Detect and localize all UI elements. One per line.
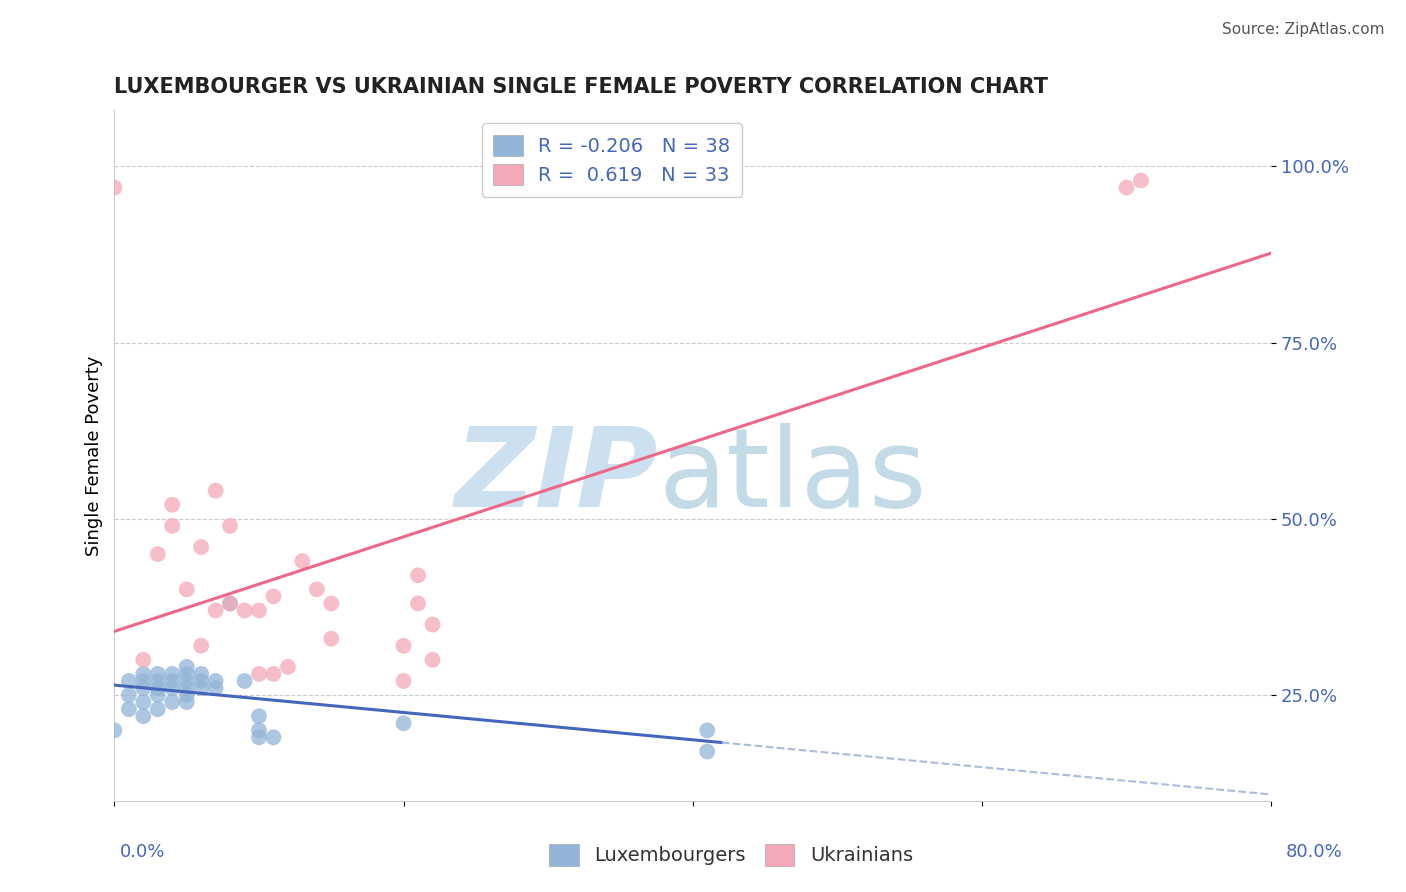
Point bbox=[247, 709, 270, 723]
Point bbox=[190, 639, 212, 653]
Point bbox=[392, 716, 415, 731]
Point bbox=[162, 498, 184, 512]
Point bbox=[132, 653, 155, 667]
Point bbox=[247, 723, 270, 738]
Text: LUXEMBOURGER VS UKRAINIAN SINGLE FEMALE POVERTY CORRELATION CHART: LUXEMBOURGER VS UKRAINIAN SINGLE FEMALE … bbox=[114, 78, 1049, 97]
Point bbox=[162, 695, 184, 709]
Point bbox=[190, 673, 212, 688]
Text: atlas: atlas bbox=[658, 423, 927, 530]
Point bbox=[291, 554, 314, 568]
Point bbox=[204, 673, 226, 688]
Point bbox=[233, 673, 256, 688]
Point bbox=[176, 660, 198, 674]
Point bbox=[162, 673, 184, 688]
Point bbox=[406, 597, 429, 611]
Point bbox=[146, 673, 169, 688]
Point bbox=[262, 590, 284, 604]
Point bbox=[204, 483, 226, 498]
Point bbox=[247, 667, 270, 681]
Point bbox=[176, 695, 198, 709]
Point bbox=[176, 582, 198, 597]
Point bbox=[132, 673, 155, 688]
Point bbox=[176, 688, 198, 702]
Point bbox=[162, 519, 184, 533]
Point bbox=[132, 681, 155, 695]
Point bbox=[219, 597, 242, 611]
Point bbox=[696, 744, 718, 758]
Legend: Luxembourgers, Ukrainians: Luxembourgers, Ukrainians bbox=[541, 837, 921, 873]
Point bbox=[146, 547, 169, 561]
Point bbox=[406, 568, 429, 582]
Text: ZIP: ZIP bbox=[454, 423, 658, 530]
Point bbox=[176, 667, 198, 681]
Y-axis label: Single Female Poverty: Single Female Poverty bbox=[86, 355, 103, 556]
Point bbox=[277, 660, 299, 674]
Point bbox=[162, 667, 184, 681]
Point bbox=[1115, 180, 1137, 194]
Point bbox=[262, 731, 284, 745]
Text: 0.0%: 0.0% bbox=[120, 843, 165, 861]
Point bbox=[321, 632, 343, 646]
Point bbox=[190, 681, 212, 695]
Point bbox=[103, 723, 125, 738]
Point bbox=[696, 723, 718, 738]
Point bbox=[146, 702, 169, 716]
Point bbox=[176, 681, 198, 695]
Point bbox=[118, 673, 141, 688]
Point bbox=[305, 582, 328, 597]
Point bbox=[392, 639, 415, 653]
Point bbox=[132, 709, 155, 723]
Point bbox=[219, 597, 242, 611]
Point bbox=[162, 681, 184, 695]
Point bbox=[247, 603, 270, 617]
Point bbox=[118, 702, 141, 716]
Point bbox=[190, 540, 212, 554]
Point bbox=[146, 688, 169, 702]
Point bbox=[190, 667, 212, 681]
Text: 80.0%: 80.0% bbox=[1286, 843, 1343, 861]
Legend: R = -0.206   N = 38, R =  0.619   N = 33: R = -0.206 N = 38, R = 0.619 N = 33 bbox=[482, 123, 742, 197]
Point bbox=[422, 617, 444, 632]
Point bbox=[118, 688, 141, 702]
Point bbox=[392, 673, 415, 688]
Point bbox=[321, 597, 343, 611]
Text: Source: ZipAtlas.com: Source: ZipAtlas.com bbox=[1222, 22, 1385, 37]
Point bbox=[219, 519, 242, 533]
Point bbox=[146, 667, 169, 681]
Point bbox=[233, 603, 256, 617]
Point bbox=[247, 731, 270, 745]
Point bbox=[204, 603, 226, 617]
Point bbox=[146, 681, 169, 695]
Point bbox=[422, 653, 444, 667]
Point bbox=[103, 180, 125, 194]
Point bbox=[176, 673, 198, 688]
Point bbox=[132, 667, 155, 681]
Point bbox=[204, 681, 226, 695]
Point bbox=[262, 667, 284, 681]
Point bbox=[132, 695, 155, 709]
Point bbox=[1130, 173, 1153, 187]
